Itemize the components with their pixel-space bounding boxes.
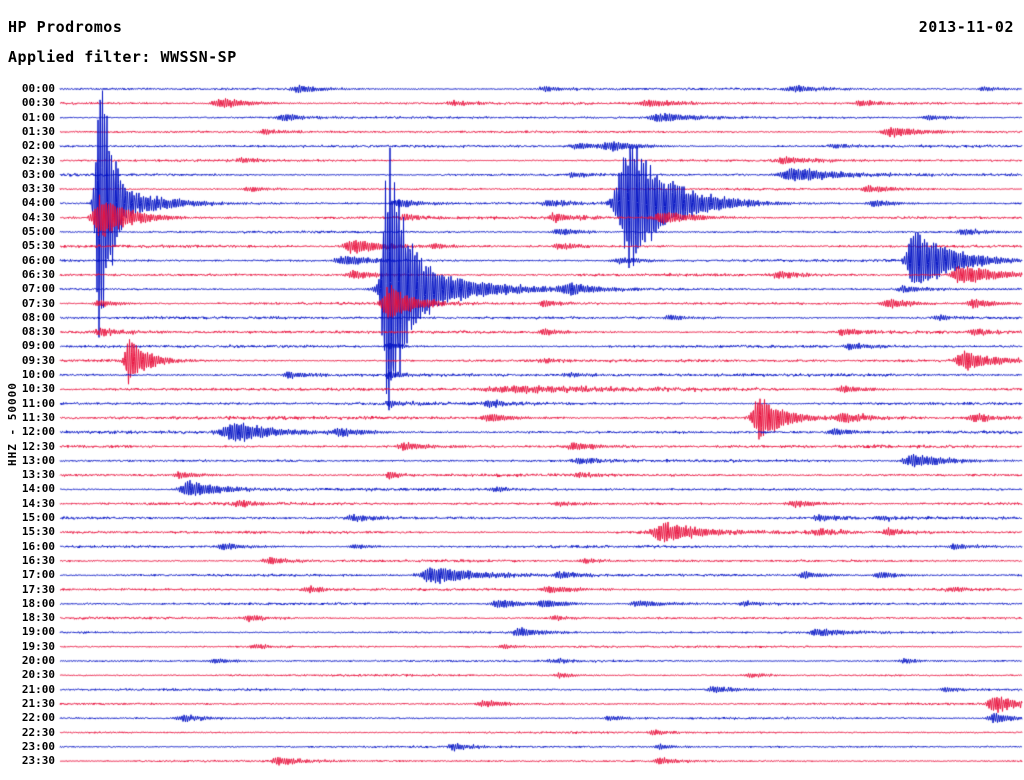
- row-time-label: 10:30: [21, 382, 55, 396]
- row-time-label: 02:30: [21, 153, 55, 167]
- row-time-label: 22:00: [21, 711, 55, 725]
- row-time-label: 19:00: [21, 625, 55, 639]
- row-time-label: 22:30: [21, 725, 55, 739]
- row-time-label: 15:30: [21, 525, 55, 539]
- row-time-label: 01:30: [21, 124, 55, 138]
- station-title: HP Prodromos: [8, 18, 123, 36]
- row-time-label: 10:00: [21, 367, 55, 381]
- row-time-label: 12:00: [21, 425, 55, 439]
- row-time-label: 06:00: [21, 253, 55, 267]
- row-time-label: 11:30: [21, 410, 55, 424]
- row-time-label: 02:00: [21, 139, 55, 153]
- row-time-label: 21:30: [21, 696, 55, 710]
- row-time-label: 17:00: [21, 568, 55, 582]
- row-time-label: 08:00: [21, 310, 55, 324]
- row-time-label: 16:00: [21, 539, 55, 553]
- row-time-label: 15:00: [21, 510, 55, 524]
- row-time-label: 19:30: [21, 639, 55, 653]
- row-time-label: 09:00: [21, 339, 55, 353]
- row-time-label: 12:30: [21, 439, 55, 453]
- row-time-label: 18:30: [21, 610, 55, 624]
- date-label: 2013-11-02: [918, 18, 1014, 36]
- row-time-label: 23:30: [21, 753, 55, 767]
- row-time-label: 04:30: [21, 210, 55, 224]
- row-time-label: 05:00: [21, 224, 55, 238]
- row-time-label: 13:30: [21, 467, 55, 481]
- row-time-label: 21:00: [21, 682, 55, 696]
- row-time-label: 20:00: [21, 653, 55, 667]
- row-time-label: 09:30: [21, 353, 55, 367]
- row-time-label: 14:30: [21, 496, 55, 510]
- row-time-label: 18:00: [21, 596, 55, 610]
- row-time-label: 13:00: [21, 453, 55, 467]
- row-time-label: 06:30: [21, 267, 55, 281]
- row-time-label: 17:30: [21, 582, 55, 596]
- row-time-label: 07:30: [21, 296, 55, 310]
- row-time-label: 11:00: [21, 396, 55, 410]
- row-time-label: 08:30: [21, 324, 55, 338]
- row-time-label: 03:00: [21, 167, 55, 181]
- row-time-label: 05:30: [21, 239, 55, 253]
- row-time-label: 07:00: [21, 282, 55, 296]
- row-time-label: 04:00: [21, 196, 55, 210]
- row-time-label: 16:30: [21, 553, 55, 567]
- row-time-label: 00:00: [21, 81, 55, 95]
- row-time-label: 03:30: [21, 181, 55, 195]
- row-time-label: 23:00: [21, 739, 55, 753]
- row-time-label: 20:30: [21, 668, 55, 682]
- row-time-label: 00:30: [21, 96, 55, 110]
- row-time-label: 01:00: [21, 110, 55, 124]
- applied-filter-label: Applied filter: WWSSN-SP: [8, 48, 237, 66]
- row-time-label: 14:00: [21, 482, 55, 496]
